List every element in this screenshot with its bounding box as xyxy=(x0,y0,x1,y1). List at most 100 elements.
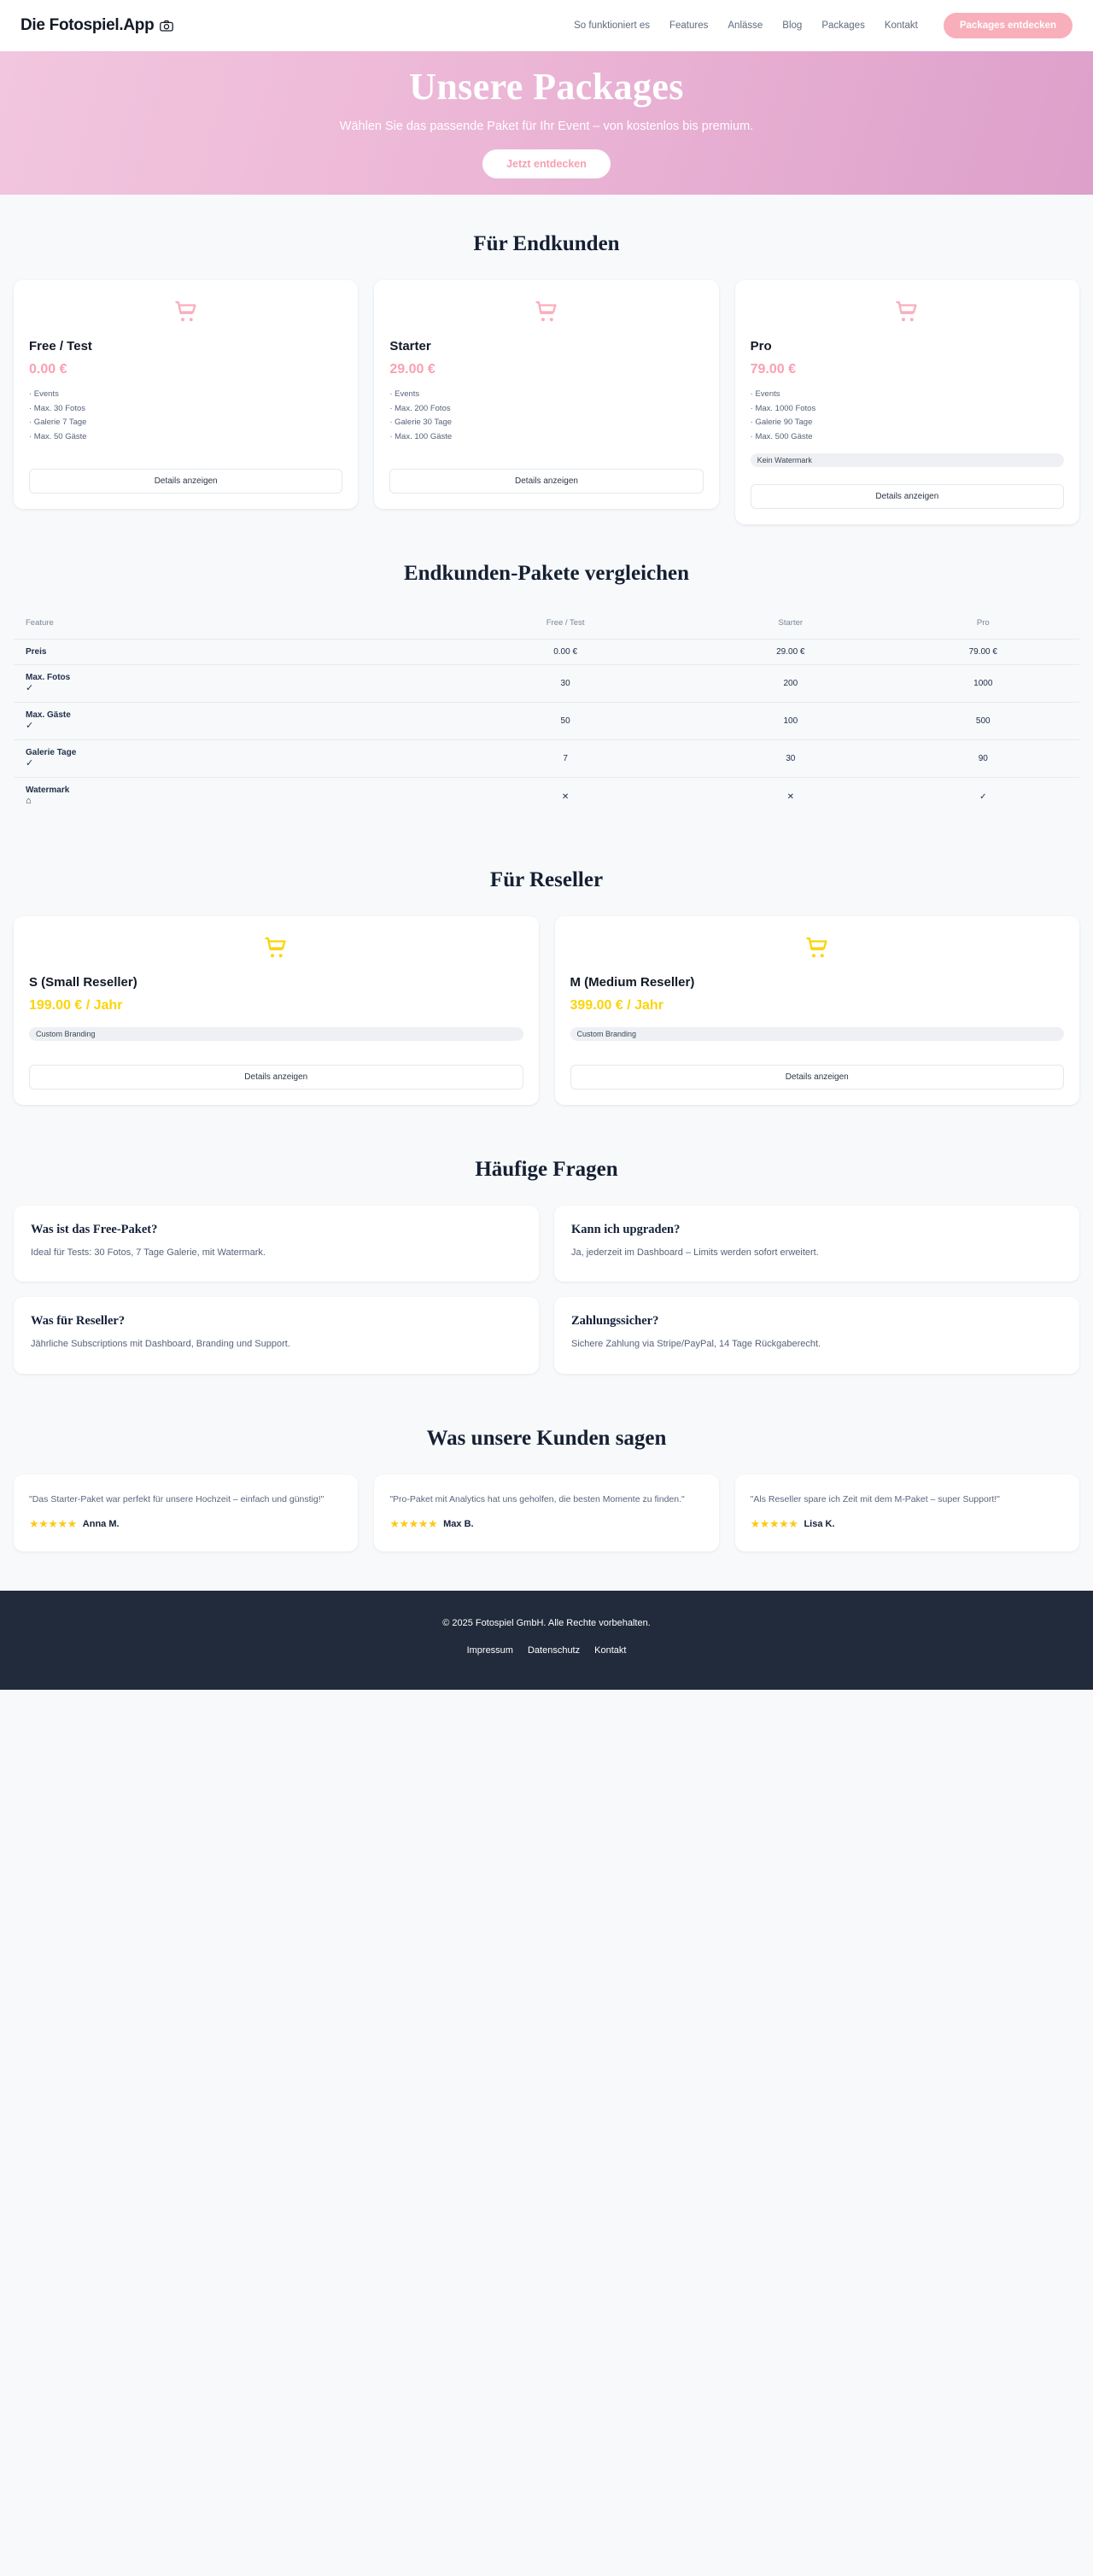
nav-item-anlaesse[interactable]: Anlässe xyxy=(728,20,763,31)
faq-item[interactable]: Kann ich upgraden? Ja, jederzeit im Dash… xyxy=(554,1205,1079,1282)
footer-link-impressum[interactable]: Impressum xyxy=(466,1645,513,1656)
row-value: 30 xyxy=(694,739,887,778)
table-row: Preis 0.00 € 29.00 € 79.00 € xyxy=(14,638,1079,664)
row-value-cross: ✕ xyxy=(694,777,887,815)
row-label: Preis xyxy=(14,638,437,664)
cart-icon xyxy=(570,932,1065,975)
row-label-text: Preis xyxy=(26,646,47,657)
nav-item-kontakt[interactable]: Kontakt xyxy=(884,20,918,31)
row-value: 500 xyxy=(886,701,1079,740)
site-header: Die Fotospiel.App So funktioniert es Fea… xyxy=(0,0,1093,51)
row-value: 0.00 € xyxy=(436,638,695,664)
plan-feature-list: · Events · Max. 200 Fotos · Galerie 30 T… xyxy=(389,388,703,445)
faq-question: Was ist das Free-Paket? xyxy=(31,1222,158,1236)
faq-item[interactable]: Zahlungssicher? Sichere Zahlung via Stri… xyxy=(554,1297,1079,1374)
plan-name: Starter xyxy=(389,339,431,353)
plan-name: S (Small Reseller) xyxy=(29,974,137,990)
testimonials-heading: Was unsere Kunden sagen xyxy=(426,1426,667,1450)
table-row: Galerie Tage ✓ 7 30 90 xyxy=(14,739,1079,778)
check-icon: ✓ xyxy=(26,682,34,693)
details-anzeigen-button[interactable]: Details anzeigen xyxy=(29,1064,523,1089)
plan-feature: · Max. 500 Gäste xyxy=(750,431,813,441)
plan-price: 0.00 € xyxy=(29,362,67,377)
pricing-card-free[interactable]: Free / Test 0.00 € · Events · Max. 30 Fo… xyxy=(14,280,359,509)
details-anzeigen-button[interactable]: Details anzeigen xyxy=(750,483,1064,509)
footer-link-datenschutz[interactable]: Datenschutz xyxy=(527,1645,581,1656)
plan-name: Pro xyxy=(750,339,772,353)
compare-table: Feature Free / Test Starter Pro Preis 0.… xyxy=(14,610,1079,815)
site-footer: © 2025 Fotospiel GmbH. Alle Rechte vorbe… xyxy=(0,1591,1093,1691)
row-label-text: Galerie Tage xyxy=(26,748,77,758)
details-anzeigen-button[interactable]: Details anzeigen xyxy=(29,468,343,494)
testimonial-quote: "Pro-Paket mit Analytics hat uns geholfe… xyxy=(389,1493,685,1504)
plan-feature: · Galerie 90 Tage xyxy=(750,418,813,428)
copyright-text: © 2025 Fotospiel GmbH. Alle Rechte vorbe… xyxy=(442,1618,651,1629)
pricing-card-small-reseller[interactable]: S (Small Reseller) 199.00 € / Jahr Custo… xyxy=(14,915,539,1105)
pricing-card-pro[interactable]: Pro 79.00 € · Events · Max. 1000 Fotos ·… xyxy=(734,280,1079,524)
packages-entdecken-button[interactable]: Packages entdecken xyxy=(943,13,1073,38)
pricing-card-starter[interactable]: Starter 29.00 € · Events · Max. 200 Foto… xyxy=(374,280,719,509)
testimonial-author: Max B. xyxy=(443,1519,474,1530)
faq-question: Kann ich upgraden? xyxy=(571,1222,681,1236)
table-header-row: Feature Free / Test Starter Pro xyxy=(14,610,1079,640)
pricing-card-medium-reseller[interactable]: M (Medium Reseller) 399.00 € / Jahr Cust… xyxy=(554,915,1079,1105)
details-anzeigen-button[interactable]: Details anzeigen xyxy=(570,1064,1064,1089)
testimonial-quote: "Als Reseller spare ich Zeit mit dem M-P… xyxy=(750,1493,1000,1504)
faq-item[interactable]: Was ist das Free-Paket? Ideal für Tests:… xyxy=(14,1205,539,1282)
row-label-text: Max. Gäste xyxy=(26,710,71,720)
testimonial-card: "Als Reseller spare ich Zeit mit dem M-P… xyxy=(734,1474,1079,1552)
row-label-text: Max. Fotos xyxy=(26,672,71,682)
plan-feature: · Galerie 7 Tage xyxy=(29,418,87,428)
faq-question: Was für Reseller? xyxy=(31,1314,126,1329)
plan-price: 399.00 € / Jahr xyxy=(570,997,663,1013)
brand-logo[interactable]: Die Fotospiel.App xyxy=(20,16,174,35)
testimonial-card: "Pro-Paket mit Analytics hat uns geholfe… xyxy=(374,1474,719,1552)
star-rating-icon: ★★★★★ xyxy=(750,1517,798,1531)
plan-feature-list: · Events · Max. 1000 Fotos · Galerie 90 … xyxy=(751,388,1064,445)
plan-name: Free / Test xyxy=(29,339,92,353)
main-nav: So funktioniert es Features Anlässe Blog… xyxy=(574,13,1073,38)
compare-heading: Endkunden-Pakete vergleichen xyxy=(403,561,690,585)
nav-item-packages[interactable]: Packages xyxy=(821,20,865,31)
cart-icon xyxy=(751,295,1064,339)
row-value: 200 xyxy=(694,663,887,703)
nav-item-so-funktioniert-es[interactable]: So funktioniert es xyxy=(574,20,650,31)
row-value: 90 xyxy=(886,739,1079,778)
row-value: 100 xyxy=(694,701,887,740)
row-label: Galerie Tage ✓ xyxy=(14,739,437,778)
row-value: 30 xyxy=(436,663,695,703)
faq-heading: Häufige Fragen xyxy=(475,1157,618,1181)
nav-item-blog[interactable]: Blog xyxy=(782,20,803,31)
row-value: 79.00 € xyxy=(886,638,1079,664)
faq-item[interactable]: Was für Reseller? Jährliche Subscription… xyxy=(14,1297,539,1374)
jetzt-entdecken-button[interactable]: Jetzt entdecken xyxy=(482,149,611,178)
footer-links: Impressum Datenschutz Kontakt xyxy=(0,1645,1093,1656)
hero-section: Unsere Packages Wählen Sie das passende … xyxy=(0,51,1093,195)
status-badge: Custom Branding xyxy=(29,1026,523,1041)
cart-icon xyxy=(29,295,342,339)
faq-grid: Was ist das Free-Paket? Ideal für Tests:… xyxy=(0,1205,1093,1374)
row-label-text: Watermark xyxy=(26,786,70,796)
testimonial-card: "Das Starter-Paket war perfekt für unser… xyxy=(14,1474,359,1552)
plan-price: 29.00 € xyxy=(389,362,435,377)
reseller-heading: Für Reseller xyxy=(489,867,604,891)
col-free: Free / Test xyxy=(546,617,585,628)
plan-feature: · Max. 30 Fotos xyxy=(29,403,85,413)
star-rating-icon: ★★★★★ xyxy=(389,1517,438,1531)
testimonial-footer: ★★★★★ Lisa K. xyxy=(751,1517,1064,1531)
col-starter: Starter xyxy=(778,617,804,628)
row-label: Watermark ⌂ xyxy=(14,777,437,815)
plan-feature: · Events xyxy=(750,389,780,399)
col-feature: Feature xyxy=(26,617,54,628)
details-anzeigen-button[interactable]: Details anzeigen xyxy=(389,468,704,494)
plan-feature: · Galerie 30 Tage xyxy=(389,418,453,428)
table-row: Max. Gäste ✓ 50 100 500 xyxy=(14,701,1079,740)
compare-table-wrap: Feature Free / Test Starter Pro Preis 0.… xyxy=(0,610,1093,815)
footer-link-kontakt[interactable]: Kontakt xyxy=(594,1645,627,1656)
hero-title: Unsere Packages xyxy=(409,66,684,108)
droplet-icon: ⌂ xyxy=(26,796,32,807)
table-row: Max. Fotos ✓ 30 200 1000 xyxy=(14,663,1079,703)
endkunden-heading: Für Endkunden xyxy=(473,232,620,255)
nav-item-features[interactable]: Features xyxy=(669,20,709,31)
faq-answer: Sichere Zahlung via Stripe/PayPal, 14 Ta… xyxy=(571,1339,821,1350)
